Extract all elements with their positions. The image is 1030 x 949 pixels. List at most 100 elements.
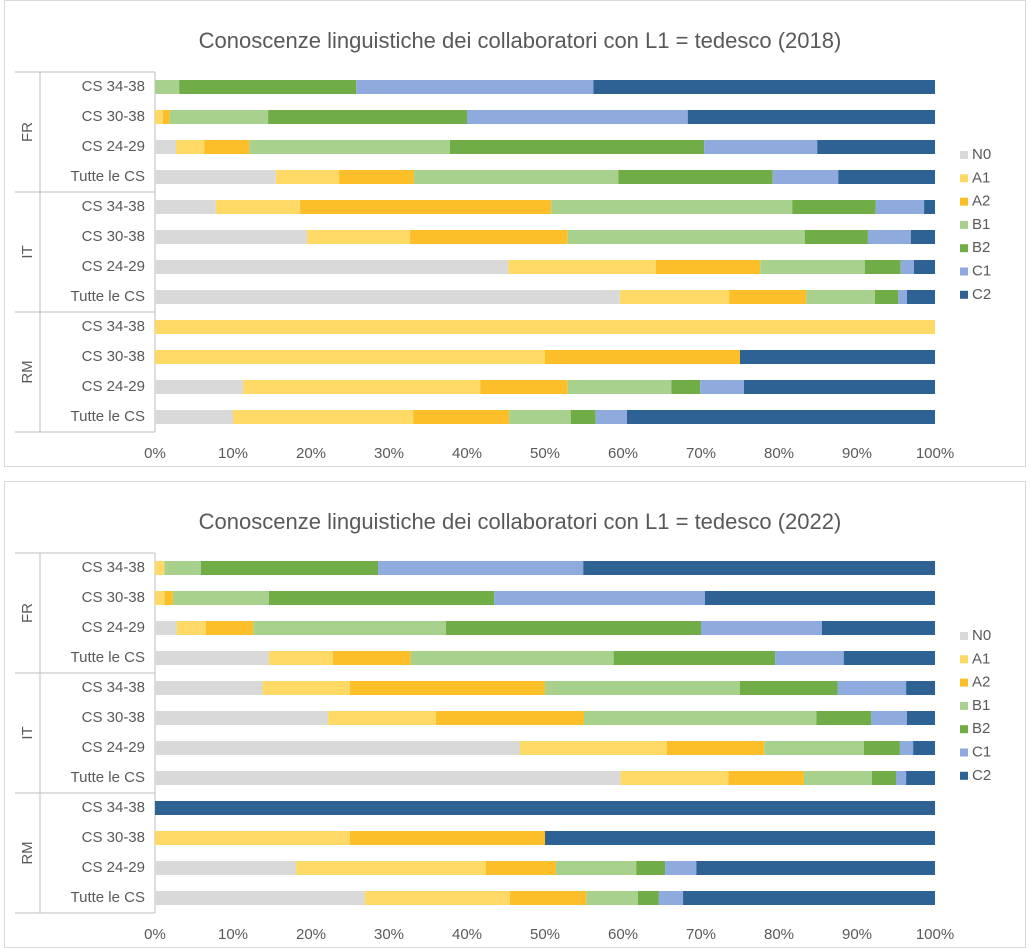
x-tick-label: 20%	[296, 445, 326, 462]
bar-segment	[775, 651, 844, 665]
bar-segment	[567, 230, 805, 244]
bar-segment	[155, 621, 177, 635]
x-tick-label: 20%	[296, 926, 326, 943]
bar-segment	[155, 831, 350, 845]
bar-segment	[155, 140, 177, 154]
bar-segment	[620, 771, 729, 785]
bar-segment	[494, 591, 705, 605]
x-tick-label: 90%	[842, 926, 872, 943]
bar-segment	[687, 110, 935, 124]
bar-segment	[626, 410, 935, 424]
bar-segment	[155, 410, 233, 424]
bar-segment	[356, 80, 594, 94]
category-label: CS 24-29	[82, 859, 145, 876]
bar-segment	[618, 170, 773, 184]
bar-segment	[169, 110, 269, 124]
bar-segment	[233, 410, 414, 424]
bar-segment	[155, 801, 935, 815]
category-label: CS 34-38	[82, 318, 145, 335]
legend-label: C1	[972, 262, 991, 279]
legend-swatch	[960, 632, 968, 640]
bar-segment	[913, 741, 935, 755]
bar-segment	[155, 80, 180, 94]
bar-segment	[364, 891, 510, 905]
category-label: Tutte le CS	[71, 408, 145, 425]
bar-segment	[728, 771, 804, 785]
legend-label: A1	[972, 169, 990, 186]
group-label: RM	[19, 841, 36, 864]
bar-segment	[655, 260, 761, 274]
bar-segment	[262, 681, 350, 695]
bar-segment	[300, 200, 552, 214]
category-label: CS 30-38	[82, 348, 145, 365]
legend-swatch	[960, 748, 968, 757]
x-tick-label: 40%	[452, 445, 482, 462]
bar-segment	[155, 891, 365, 905]
bar-segment	[804, 230, 868, 244]
bar-segment	[740, 681, 838, 695]
bar-segment	[413, 170, 619, 184]
bar-segment	[155, 290, 620, 304]
bar-segment	[671, 380, 701, 394]
bar-segment	[307, 230, 411, 244]
category-label: CS 24-29	[82, 378, 145, 395]
bar-segment	[838, 170, 935, 184]
bar-segment	[567, 380, 672, 394]
bar-segment	[435, 711, 584, 725]
legend-label: B1	[972, 697, 990, 714]
bar-segment	[155, 200, 216, 214]
x-tick-label: 50%	[530, 926, 560, 943]
category-label: CS 30-38	[82, 228, 145, 245]
chart-title: Conoscenze linguistiche dei collaborator…	[199, 509, 842, 534]
bar-segment	[249, 140, 450, 154]
legend-swatch	[960, 151, 968, 159]
legend-label: B2	[972, 720, 990, 737]
legend-label: A1	[972, 650, 990, 667]
chart-title: Conoscenze linguistiche dei collaborator…	[199, 28, 842, 53]
bar-segment	[205, 621, 254, 635]
bar-segment	[545, 350, 740, 364]
legend-swatch	[960, 701, 968, 710]
bar-segment	[176, 140, 205, 154]
bar-segment	[155, 320, 935, 334]
bar-segment	[900, 260, 914, 274]
bar-segment	[740, 350, 935, 364]
group-label: FR	[19, 122, 36, 142]
x-tick-label: 40%	[452, 926, 482, 943]
bar-segment	[155, 230, 308, 244]
category-label: Tutte le CS	[71, 288, 145, 305]
bar-segment	[555, 861, 637, 875]
bar-segment	[215, 200, 301, 214]
bar-segment	[449, 140, 705, 154]
legend-label: C1	[972, 743, 991, 760]
legend-label: N0	[972, 627, 991, 644]
legend-swatch	[960, 678, 968, 687]
bar-segment	[837, 681, 907, 695]
bar-segment	[867, 230, 911, 244]
bar-segment	[896, 771, 907, 785]
bar-segment	[155, 260, 509, 274]
category-label: CS 30-38	[82, 709, 145, 726]
bar-segment	[864, 260, 901, 274]
x-tick-label: 100%	[916, 926, 954, 943]
category-label: Tutte le CS	[71, 168, 145, 185]
category-label: CS 34-38	[82, 679, 145, 696]
bar-segment	[172, 591, 269, 605]
bar-segment	[378, 561, 584, 575]
legend-label: C2	[972, 286, 991, 303]
bar-segment	[509, 410, 571, 424]
group-label: FR	[19, 603, 36, 623]
category-label: CS 24-29	[82, 619, 145, 636]
bar-segment	[467, 110, 688, 124]
bar-segment	[898, 290, 907, 304]
category-label: CS 24-29	[82, 258, 145, 275]
category-label: CS 24-29	[82, 138, 145, 155]
bar-segment	[583, 561, 935, 575]
x-tick-label: 50%	[530, 445, 560, 462]
bar-segment	[155, 350, 545, 364]
bar-segment	[296, 861, 486, 875]
bar-segment	[871, 771, 896, 785]
bar-segment	[792, 200, 876, 214]
bar-segment	[480, 380, 568, 394]
bar-segment	[803, 771, 872, 785]
